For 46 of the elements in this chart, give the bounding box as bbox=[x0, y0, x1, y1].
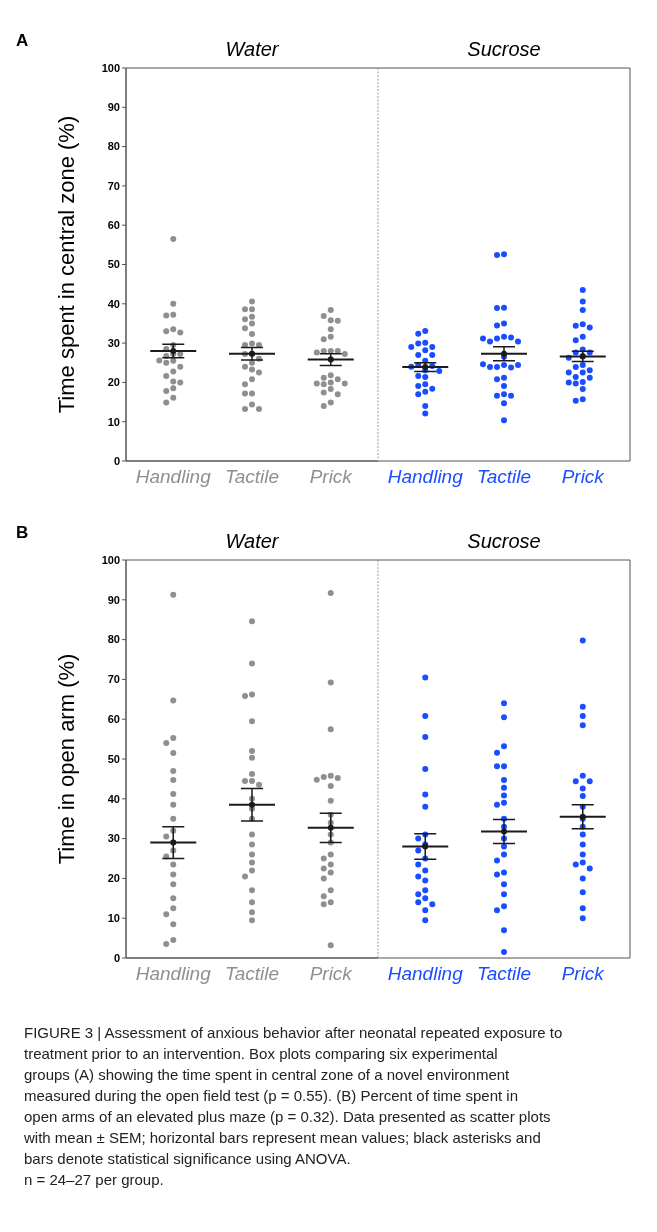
x-tick-label: Tactile bbox=[476, 963, 532, 984]
y-tick-label: 80 bbox=[107, 140, 120, 153]
x-tick-label: Prick bbox=[561, 466, 606, 487]
chart-title: Water bbox=[225, 38, 280, 60]
x-tick-label: Handling bbox=[387, 963, 464, 984]
x-tick-label: Prick bbox=[309, 963, 354, 984]
x-tick-label: Handling bbox=[135, 466, 212, 487]
caption: FIGURE 3 | Assessment of anxious behavior after neonatal repeated exposure to treatment prior to an intervention. Box plots comparing six experimental groups (A) showing the time spent in central zone of a novel environment measured during the open field test (p = 0.55). (B) Percent of time spent in open arms of an elevated plus maze (p = 0.32). Data presented as scatter plots with mean ± SEM; horizontal bars represent mean values; black asterisks and bars denote statistical significance using ANOVA. bbox=[23, 1024, 563, 1167]
y-tick-label: 80 bbox=[107, 633, 120, 646]
x-tick-label: Prick bbox=[561, 963, 606, 984]
y-tick-label: 60 bbox=[107, 713, 120, 726]
y-tick-label: 0 bbox=[113, 951, 120, 964]
y-tick-label: 10 bbox=[107, 415, 120, 428]
x-tick-label: Tactile bbox=[224, 963, 280, 984]
y-tick-label: 30 bbox=[107, 336, 120, 349]
y-axis-title: Time spent in central zone (%) bbox=[54, 115, 79, 414]
y-tick-label: 50 bbox=[107, 258, 120, 271]
y-tick-label: 90 bbox=[107, 593, 120, 606]
y-tick-label: 90 bbox=[107, 101, 120, 114]
point bbox=[327, 824, 334, 831]
text: n = 24–27 per group. bbox=[24, 1171, 164, 1188]
y-axis-title: Time in open arm (%) bbox=[54, 653, 79, 865]
y-tick-label: 60 bbox=[107, 219, 120, 232]
y-tick-label: 20 bbox=[107, 872, 120, 885]
y-tick-label: 0 bbox=[113, 454, 120, 467]
chart-title: Sucrose bbox=[467, 38, 541, 60]
y-tick-label: 100 bbox=[101, 553, 120, 566]
point bbox=[249, 801, 255, 808]
x-tick-label: Handling bbox=[387, 466, 464, 487]
chart-title: Sucrose bbox=[467, 530, 541, 552]
chart-title: Water bbox=[225, 530, 280, 552]
text: B bbox=[16, 523, 29, 542]
y-tick-label: 30 bbox=[107, 832, 120, 845]
y-tick-label: 70 bbox=[107, 179, 120, 192]
y-tick-label: 70 bbox=[107, 673, 120, 686]
x-tick-label: Prick bbox=[309, 466, 354, 487]
y-tick-label: 100 bbox=[101, 61, 120, 74]
x-tick-label: Tactile bbox=[476, 466, 532, 487]
y-tick-label: 40 bbox=[107, 297, 120, 310]
text: A bbox=[16, 31, 29, 50]
y-tick-label: 40 bbox=[107, 792, 120, 805]
x-tick-label: Tactile bbox=[224, 466, 280, 487]
y-tick-label: 20 bbox=[107, 376, 120, 389]
y-tick-label: 50 bbox=[107, 752, 120, 765]
x-tick-label: Handling bbox=[135, 963, 212, 984]
y-tick-label: 10 bbox=[107, 912, 120, 925]
